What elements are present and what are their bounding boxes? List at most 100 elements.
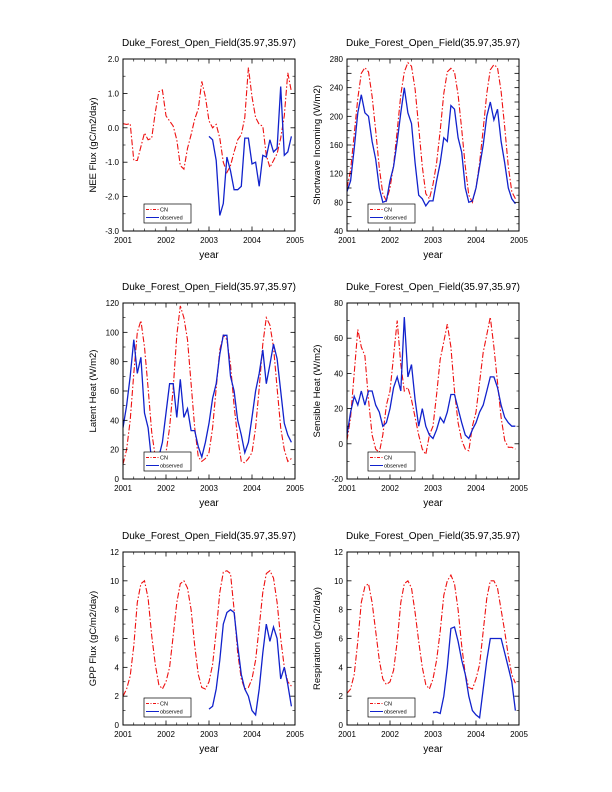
y-tick-label: 280 bbox=[330, 55, 344, 64]
y-tick-label: 1.0 bbox=[108, 89, 120, 98]
legend-box bbox=[143, 697, 192, 718]
x-axis-label: year bbox=[423, 744, 443, 755]
plot-area bbox=[347, 316, 516, 456]
x-tick-label: 2001 bbox=[338, 730, 356, 739]
y-tick-label: 2 bbox=[339, 692, 344, 701]
x-tick-label: 2004 bbox=[467, 236, 485, 245]
series-line-cn bbox=[347, 316, 516, 456]
chart-3: 2001 2002 2003 2004 2005 0 20 40 60 80 100 120Duke_… bbox=[88, 282, 304, 509]
y-tick-label: 120 bbox=[330, 170, 344, 179]
legend-box bbox=[367, 203, 416, 224]
y-tick-label: 20 bbox=[110, 446, 119, 455]
legend-label: CN bbox=[384, 208, 392, 214]
y-tick-label: 8 bbox=[115, 606, 120, 615]
legend-box bbox=[143, 203, 192, 224]
legend: CN observed bbox=[367, 697, 416, 718]
plot-area bbox=[347, 573, 517, 720]
x-tick-label: 2002 bbox=[381, 484, 399, 493]
legend-label: observed bbox=[384, 464, 407, 470]
y-tick-label: 60 bbox=[110, 387, 119, 396]
x-axis-label: year bbox=[199, 744, 219, 755]
x-tick-label: 2004 bbox=[243, 236, 261, 245]
legend-label: observed bbox=[160, 710, 183, 716]
y-tick-label: 6 bbox=[339, 635, 344, 644]
y-tick-label: 12 bbox=[110, 548, 119, 557]
chart-title: Duke_Forest_Open_Field(35.97,35.97) bbox=[122, 282, 296, 293]
chart-5: 2001 2002 2003 2004 2005 0 2 4 6 8 10 12Duke_Forest… bbox=[88, 531, 304, 755]
x-tick-label: 2001 bbox=[338, 236, 356, 245]
series-line-observed bbox=[347, 317, 516, 440]
x-tick-label: 2002 bbox=[157, 236, 175, 245]
plot-area bbox=[123, 569, 293, 717]
series-line-cn bbox=[123, 67, 292, 174]
legend-label: CN bbox=[160, 456, 168, 462]
y-tick-label: 4 bbox=[339, 663, 344, 672]
series-line-observed bbox=[208, 608, 293, 717]
legend-label: observed bbox=[160, 464, 183, 470]
x-tick-label: 2003 bbox=[200, 484, 218, 493]
y-tick-label: 60 bbox=[334, 334, 343, 343]
plot-area bbox=[123, 67, 293, 216]
y-tick-label: 2.0 bbox=[108, 55, 120, 64]
legend: CN observed bbox=[143, 203, 192, 224]
y-tick-label: 10 bbox=[334, 577, 343, 586]
chart-title: Duke_Forest_Open_Field(35.97,35.97) bbox=[122, 38, 296, 49]
y-tick-label: 120 bbox=[106, 299, 120, 308]
legend: CN observed bbox=[143, 451, 192, 472]
y-tick-label: 40 bbox=[334, 227, 343, 236]
y-axis-label: GPP Flux (gC/m2/day) bbox=[88, 591, 99, 686]
y-axis-label: Sensible Heat (W/m2) bbox=[312, 345, 323, 438]
x-tick-label: 2002 bbox=[157, 484, 175, 493]
x-tick-label: 2004 bbox=[243, 484, 261, 493]
y-tick-label: 200 bbox=[330, 112, 344, 121]
legend-label: observed bbox=[160, 216, 183, 222]
y-tick-label: -20 bbox=[331, 475, 343, 484]
y-tick-label: -2.0 bbox=[105, 193, 119, 202]
x-tick-label: 2004 bbox=[467, 484, 485, 493]
legend: CN observed bbox=[367, 203, 416, 224]
y-tick-label: 2 bbox=[115, 692, 120, 701]
y-tick-label: 160 bbox=[330, 141, 344, 150]
legend: CN observed bbox=[367, 451, 416, 472]
y-tick-label: -1.0 bbox=[105, 158, 119, 167]
y-tick-label: 4 bbox=[115, 663, 120, 672]
y-tick-label: 0 bbox=[339, 721, 344, 730]
x-axis-label: year bbox=[199, 498, 219, 509]
y-tick-label: 10 bbox=[110, 577, 119, 586]
y-tick-label: 0 bbox=[115, 721, 120, 730]
y-tick-label: 80 bbox=[334, 198, 343, 207]
series-line-cn bbox=[123, 569, 292, 697]
y-tick-label: 240 bbox=[330, 84, 344, 93]
x-tick-label: 2002 bbox=[157, 730, 175, 739]
y-tick-label: 40 bbox=[334, 369, 343, 378]
x-tick-label: 2005 bbox=[286, 236, 304, 245]
y-axis-label: Latent Heat (W/m2) bbox=[88, 350, 99, 433]
x-tick-label: 2003 bbox=[424, 730, 442, 739]
y-tick-label: 100 bbox=[106, 328, 120, 337]
y-tick-label: 40 bbox=[110, 416, 119, 425]
y-axis-label: Respiration (gC/m2/day) bbox=[312, 587, 323, 690]
x-axis-label: year bbox=[423, 250, 443, 261]
y-axis-label: NEE Flux (gC/m2/day) bbox=[88, 97, 99, 192]
y-tick-label: -3.0 bbox=[105, 227, 119, 236]
x-axis-label: year bbox=[199, 250, 219, 261]
legend-label: observed bbox=[384, 216, 407, 222]
series-line-cn bbox=[123, 305, 292, 466]
y-tick-label: 0 bbox=[115, 475, 120, 484]
legend-label: CN bbox=[384, 702, 392, 708]
series-line-observed bbox=[347, 87, 516, 208]
series-line-cn bbox=[347, 573, 516, 694]
y-tick-label: 12 bbox=[334, 548, 343, 557]
x-tick-label: 2003 bbox=[424, 484, 442, 493]
series-line-cn bbox=[347, 61, 516, 204]
x-tick-label: 2003 bbox=[200, 730, 218, 739]
series-line-observed bbox=[208, 86, 293, 216]
y-axis-label: Shortwave Incoming (W/m2) bbox=[312, 85, 323, 205]
x-tick-label: 2002 bbox=[381, 236, 399, 245]
y-tick-label: 0.0 bbox=[108, 124, 120, 133]
y-tick-label: 80 bbox=[334, 299, 343, 308]
legend-label: CN bbox=[160, 208, 168, 214]
x-tick-label: 2001 bbox=[114, 484, 132, 493]
chart-6: 2001 2002 2003 2004 2005 0 2 4 6 8 10 12Duke_Forest… bbox=[312, 531, 528, 755]
x-tick-label: 2005 bbox=[286, 730, 304, 739]
